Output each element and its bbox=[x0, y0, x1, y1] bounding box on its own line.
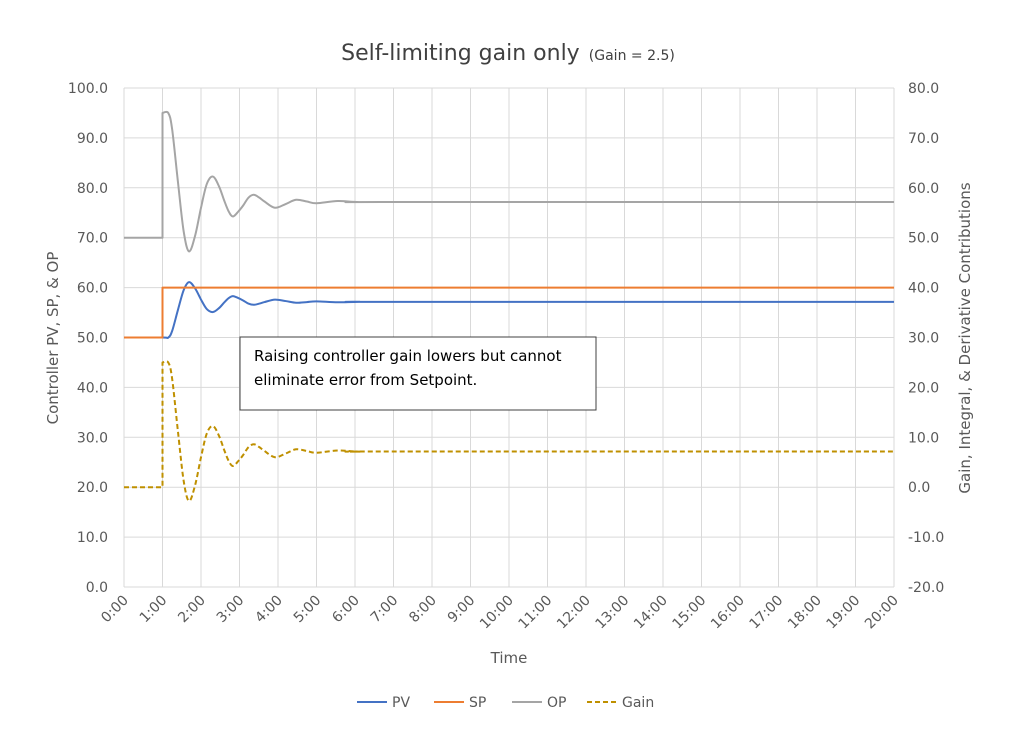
x-tick-label: 5:00 bbox=[291, 593, 325, 627]
legend-label-gain: Gain bbox=[622, 695, 654, 711]
right-tick-label: 10.0 bbox=[908, 430, 939, 446]
x-tick-label: 18:00 bbox=[785, 593, 825, 633]
x-tick-label: 9:00 bbox=[445, 593, 479, 627]
y2-axis-title: Gain, Integral, & Derivative Contributio… bbox=[956, 182, 974, 493]
left-tick-label: 70.0 bbox=[77, 231, 108, 247]
right-tick-label: 70.0 bbox=[908, 131, 939, 147]
left-tick-label: 30.0 bbox=[77, 430, 108, 446]
x-tick-label: 19:00 bbox=[823, 593, 863, 633]
right-tick-label: -20.0 bbox=[908, 580, 944, 596]
legend-label-op: OP bbox=[547, 695, 566, 711]
chart-subtitle: (Gain = 2.5) bbox=[589, 48, 675, 64]
x-tick-label: 17:00 bbox=[746, 593, 786, 633]
right-tick-label: 40.0 bbox=[908, 281, 939, 297]
annotation-box: Raising controller gain lowers but canno… bbox=[239, 336, 597, 411]
series-line-op bbox=[124, 110, 895, 253]
x-tick-label: 1:00 bbox=[137, 593, 171, 627]
x-tick-label: 3:00 bbox=[214, 593, 248, 627]
right-tick-label: 20.0 bbox=[908, 380, 939, 396]
x-tick-label: 14:00 bbox=[631, 593, 671, 633]
right-tick-label: 60.0 bbox=[908, 181, 939, 197]
x-tick-label: 4:00 bbox=[252, 593, 286, 627]
left-tick-label: 90.0 bbox=[77, 131, 108, 147]
chart-title-main: Self-limiting gain only bbox=[341, 41, 580, 66]
x-tick-label: 8:00 bbox=[406, 593, 440, 627]
annotation-text: Raising controller gain lowers but canno… bbox=[254, 347, 562, 389]
legend-label-sp: SP bbox=[469, 695, 486, 711]
x-axis-ticks: 0:00 1:00 2:00 3:00 4:00 5:00 6:00 7:00 8:00 9:00… bbox=[98, 593, 902, 633]
left-tick-label: 100.0 bbox=[68, 81, 108, 97]
x-tick-label: 2:00 bbox=[175, 593, 209, 627]
x-tick-label: 10:00 bbox=[477, 593, 517, 633]
x-axis-title: Time bbox=[490, 649, 528, 667]
x-tick-label: 13:00 bbox=[592, 593, 632, 633]
left-tick-label: 60.0 bbox=[77, 281, 108, 297]
x-tick-label: 16:00 bbox=[708, 593, 748, 633]
series-line-gain bbox=[124, 360, 895, 502]
left-tick-label: 20.0 bbox=[77, 480, 108, 496]
x-tick-label: 12:00 bbox=[554, 593, 594, 633]
y-axis-title: Controller PV, SP, & OP bbox=[44, 252, 62, 425]
series-line-pv bbox=[123, 281, 895, 339]
right-tick-label: 80.0 bbox=[908, 81, 939, 97]
chart-title: Self-limiting gain only (Gain = 2.5) bbox=[341, 41, 675, 66]
left-tick-label: 0.0 bbox=[86, 580, 108, 596]
right-tick-label: -10.0 bbox=[908, 530, 944, 546]
x-tick-label: 7:00 bbox=[368, 593, 402, 627]
series-lines bbox=[123, 110, 895, 502]
x-tick-label: 0:00 bbox=[98, 593, 132, 627]
x-tick-label: 20:00 bbox=[862, 593, 902, 633]
right-tick-label: 30.0 bbox=[908, 331, 939, 347]
legend-label-pv: PV bbox=[392, 695, 410, 711]
left-axis-ticks: 0.0 10.0 20.0 30.0 40.0 50.0 60.0 70.0 80.0 90.0 1… bbox=[68, 81, 108, 596]
legend: PV SP OP Gain bbox=[357, 695, 654, 711]
left-tick-label: 10.0 bbox=[77, 530, 108, 546]
x-tick-label: 11:00 bbox=[515, 593, 555, 633]
right-tick-label: 0.0 bbox=[908, 480, 930, 496]
left-tick-label: 40.0 bbox=[77, 380, 108, 396]
x-tick-label: 15:00 bbox=[669, 593, 709, 633]
series-line-sp bbox=[124, 286, 894, 339]
right-axis-ticks: -20.0 -10.0 0.0 10.0 20.0 30.0 40.0 50.0 60.0 70.… bbox=[908, 81, 944, 596]
right-tick-label: 50.0 bbox=[908, 231, 939, 247]
x-tick-label: 6:00 bbox=[329, 593, 363, 627]
left-tick-label: 50.0 bbox=[77, 331, 108, 347]
left-tick-label: 80.0 bbox=[77, 181, 108, 197]
